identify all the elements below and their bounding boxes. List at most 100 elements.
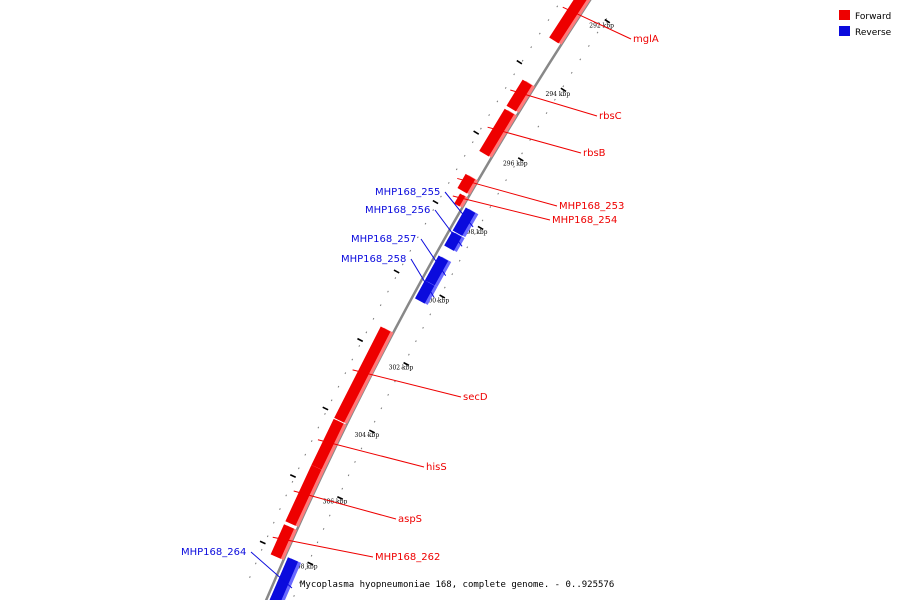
minor-tick <box>360 447 363 450</box>
minor-tick <box>298 467 300 470</box>
gene-mhp168_257-feature[interactable] <box>424 255 452 287</box>
minor-tick <box>570 71 573 74</box>
major-tick <box>432 199 439 205</box>
minor-tick <box>337 385 340 388</box>
major-tick <box>357 337 364 343</box>
minor-tick <box>387 393 389 396</box>
minor-tick <box>394 277 397 279</box>
gene-mhp168_262-feature[interactable] <box>270 524 298 560</box>
gene-label-mhp168_262[interactable]: MHP168_262 <box>375 552 440 563</box>
minor-tick <box>324 412 326 415</box>
gene-block <box>506 79 532 112</box>
gene-mhp168_258-feature[interactable] <box>414 280 438 305</box>
minor-tick <box>480 127 482 130</box>
minor-tick <box>424 222 427 225</box>
minor-tick <box>545 112 548 115</box>
gene-label-mhp168_255[interactable]: MHP168_255 <box>375 187 440 198</box>
minor-tick <box>401 367 403 369</box>
major-tick <box>289 473 297 478</box>
gene-leader-line <box>444 191 474 228</box>
minor-tick <box>429 313 432 316</box>
minor-tick <box>358 345 361 347</box>
gene-leader-line <box>250 551 293 589</box>
gene-block <box>549 0 587 44</box>
gene-label-rbsb[interactable]: rbsB <box>583 148 606 159</box>
major-tick <box>439 294 446 299</box>
minor-tick <box>474 232 476 235</box>
major-tick <box>322 406 329 411</box>
gene-asps-feature[interactable] <box>285 465 325 527</box>
gene-block <box>454 193 466 207</box>
gene-mgla-feature[interactable] <box>549 0 597 45</box>
minor-tick <box>547 19 550 21</box>
minor-tick <box>409 249 412 252</box>
minor-tick <box>344 372 347 375</box>
minor-tick <box>481 219 484 222</box>
minor-tick <box>530 46 533 49</box>
minor-tick <box>488 114 490 116</box>
gene-mhp168_255-feature[interactable] <box>452 207 479 238</box>
minor-tick <box>436 300 439 302</box>
minor-tick <box>562 85 565 88</box>
minor-tick <box>380 407 383 410</box>
gene-mhp168_254-feature[interactable] <box>454 193 469 208</box>
minor-tick <box>328 514 331 517</box>
gene-label-mhp168_256[interactable]: MHP168_256 <box>365 205 430 216</box>
gene-leader-line <box>510 89 598 117</box>
minor-tick <box>579 58 582 61</box>
gene-block <box>452 207 476 236</box>
gene-block <box>414 280 435 304</box>
minor-tick <box>341 487 344 490</box>
gene-leader-line <box>487 126 582 154</box>
gene-leader-line <box>272 536 374 558</box>
gene-label-asps[interactable]: aspS <box>398 514 422 525</box>
minor-tick <box>299 581 301 584</box>
gene-label-mhp168_254[interactable]: MHP168_254 <box>552 215 617 226</box>
gene-secd-feature[interactable] <box>334 326 394 424</box>
major-tick <box>368 429 376 434</box>
gene-block <box>285 465 322 526</box>
gene-rbsb-feature[interactable] <box>479 108 518 158</box>
minor-tick <box>556 5 559 8</box>
minor-tick <box>417 236 419 239</box>
minor-tick <box>293 595 295 597</box>
gene-mhp168_253-feature[interactable] <box>457 173 479 195</box>
gene-label-mhp168_264[interactable]: MHP168_264 <box>181 547 246 558</box>
minor-tick <box>367 434 369 437</box>
gene-label-mhp168_257[interactable]: MHP168_257 <box>351 234 416 245</box>
legend-label: Forward <box>855 12 891 22</box>
minor-tick <box>504 86 507 89</box>
legend-swatch <box>839 26 850 36</box>
minor-tick <box>279 508 281 510</box>
gene-label-secd[interactable]: secD <box>463 392 488 403</box>
gene-label-mgla[interactable]: mglA <box>633 34 659 45</box>
gene-leader-line <box>293 490 397 520</box>
scale-tick-label: 298 kbp <box>463 229 488 236</box>
scale-tick-label: 294 kbp <box>546 91 571 98</box>
scale-tick-label: 302 kbp <box>389 365 414 372</box>
gene-mhp168_264-feature[interactable] <box>267 557 302 600</box>
minor-tick <box>471 141 474 144</box>
minor-tick <box>444 286 446 289</box>
minor-tick <box>379 304 382 307</box>
minor-tick <box>365 331 368 334</box>
minor-tick <box>322 528 325 530</box>
minor-tick <box>354 460 356 463</box>
minor-tick <box>310 554 313 557</box>
gene-label-hiss[interactable]: hisS <box>426 462 447 473</box>
minor-tick <box>554 98 556 101</box>
major-tick <box>477 225 484 231</box>
minor-tick <box>463 154 466 157</box>
gene-mhp168_256-feature[interactable] <box>444 231 465 253</box>
gene-hiss-feature[interactable] <box>311 418 347 471</box>
gene-label-rbsc[interactable]: rbsC <box>599 111 622 122</box>
gene-leader-line <box>352 369 462 398</box>
gene-rbsc-feature[interactable] <box>506 79 535 113</box>
minor-tick <box>422 326 424 329</box>
gene-label-mhp168_258[interactable]: MHP168_258 <box>341 254 406 265</box>
minor-tick <box>351 358 354 361</box>
minor-tick <box>408 353 410 356</box>
gene-block <box>269 557 299 600</box>
gene-label-mhp168_253[interactable]: MHP168_253 <box>559 201 624 212</box>
gene-leader-line <box>434 209 463 247</box>
